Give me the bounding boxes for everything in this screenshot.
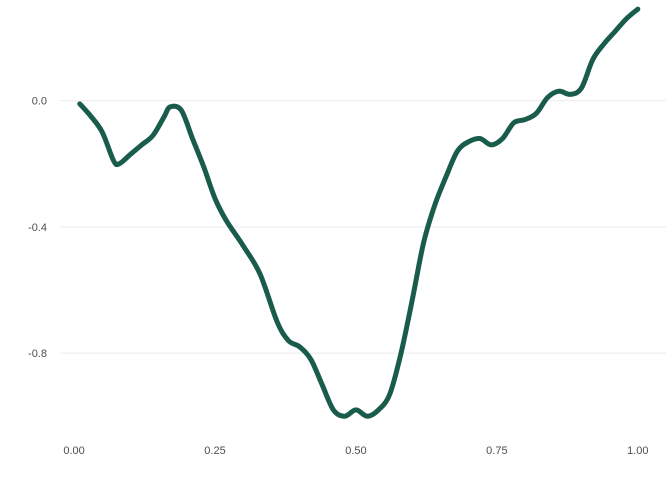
- y-tick-label: -0.8: [28, 348, 47, 360]
- series-line: [77, 6, 641, 419]
- y-axis-tick-labels: 0.0 -0.4 -0.8: [28, 96, 47, 360]
- x-tick-label: 0.00: [63, 445, 84, 457]
- series-layer: [77, 6, 641, 419]
- x-tick-label: 1.00: [627, 445, 648, 457]
- x-axis-tick-labels: 0.00 0.25 0.50 0.75 1.00: [63, 445, 648, 457]
- y-tick-label: 0.0: [32, 96, 47, 108]
- grid-layer: [60, 100, 666, 354]
- x-tick-label: 0.25: [204, 445, 225, 457]
- x-tick-label: 0.75: [486, 445, 507, 457]
- x-tick-label: 0.50: [345, 445, 366, 457]
- y-tick-label: -0.4: [28, 222, 47, 234]
